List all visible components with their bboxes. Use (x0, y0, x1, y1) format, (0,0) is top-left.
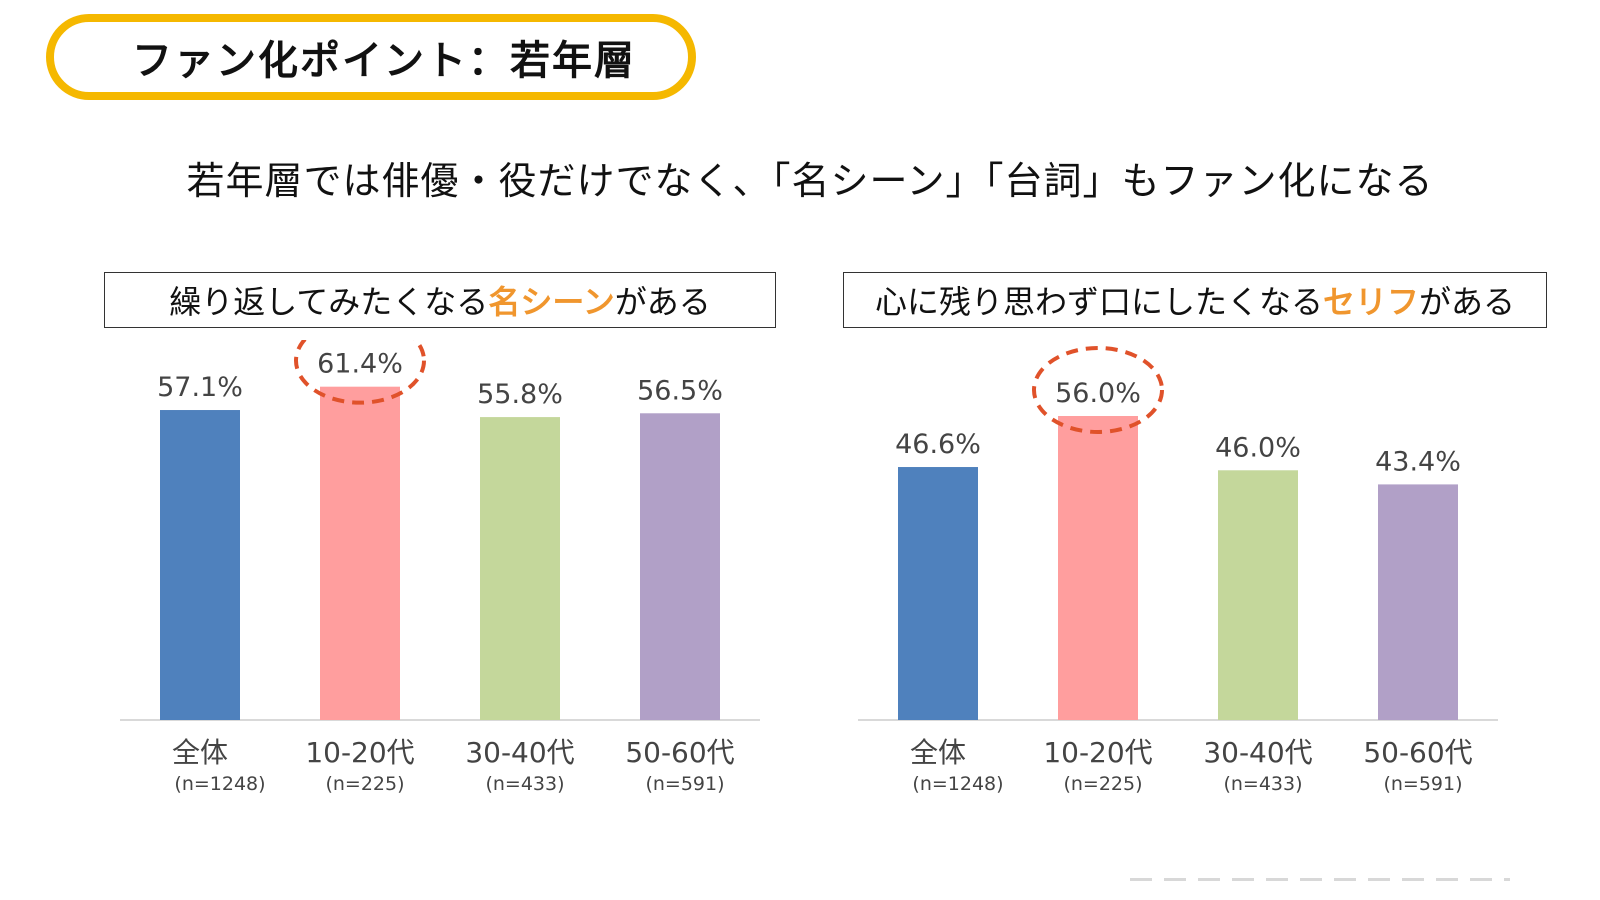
chart-right-caption-suffix: がある (1419, 283, 1516, 321)
chart-right-value-label-1: 56.0% (1055, 378, 1141, 409)
chart-right-sample-size-3: (n=591) (1383, 773, 1462, 795)
chart-left-value-label-1: 61.4% (317, 349, 403, 380)
chart-right: 46.6% 全体 (n=1248) 56.0% 10-20代 (n=225) 46.0% 30… (858, 340, 1508, 824)
chart-left-caption-highlight: 名シーン (488, 283, 615, 321)
chart-left-sample-size-3: (n=591) (645, 773, 724, 795)
chart-right-caption-highlight: セリフ (1322, 283, 1419, 321)
chart-left-sample-size-0: (n=1248) (174, 773, 265, 795)
chart-right-caption-box: 心に残り思わず口にしたくなる セリフ がある (843, 272, 1547, 328)
chart-left-sample-size-2: (n=433) (485, 773, 564, 795)
chart-right-category-label-1: 10-20代 (1043, 736, 1152, 769)
chart-right-value-label-0: 46.6% (895, 429, 981, 460)
chart-left-category-label-2: 30-40代 (465, 736, 574, 769)
footer-mark (1130, 878, 1510, 881)
chart-right-svg: 46.6% 全体 (n=1248) 56.0% 10-20代 (n=225) 46.0% 30… (858, 346, 1498, 795)
chart-right-bar-3 (1378, 484, 1458, 720)
title-pill: ファン化ポイント：若年層 (46, 14, 696, 100)
chart-right-sample-size-0: (n=1248) (912, 773, 1003, 795)
chart-right-value-label-2: 46.0% (1215, 432, 1301, 463)
chart-right-sample-size-1: (n=225) (1063, 773, 1142, 795)
chart-left-value-label-2: 55.8% (477, 379, 563, 410)
page-title: ファン化ポイント：若年層 (132, 38, 636, 84)
chart-right-caption-prefix: 心に残り思わず口にしたくなる (874, 283, 1323, 321)
chart-left-value-label-3: 56.5% (637, 375, 723, 406)
chart-right-category-label-3: 50-60代 (1363, 736, 1472, 769)
chart-right-value-label-3: 43.4% (1375, 446, 1461, 477)
chart-right-sample-size-2: (n=433) (1223, 773, 1302, 795)
chart-left-caption-prefix: 繰り返してみたくなる (169, 283, 489, 321)
chart-left-highlight-circle (294, 316, 426, 405)
chart-left-category-label-0: 全体 (172, 736, 228, 769)
chart-left-bar-1 (320, 386, 400, 720)
chart-right-category-label-2: 30-40代 (1203, 736, 1312, 769)
chart-right-bar-0 (898, 467, 978, 720)
chart-left: 57.1% 全体 (n=1248) 61.4% 10-20代 (n=225) 55.8% 30… (120, 316, 770, 824)
chart-left-bar-3 (640, 413, 720, 720)
chart-right-highlight-circle (1032, 346, 1164, 434)
chart-right-bar-1 (1058, 416, 1138, 720)
chart-right-category-label-0: 全体 (910, 736, 966, 769)
chart-left-sample-size-1: (n=225) (325, 773, 404, 795)
chart-left-caption-suffix: がある (614, 283, 711, 321)
headline: 若年層では俳優・役だけでなく、「名シーン」「台詞」もファン化になる (186, 159, 1434, 203)
chart-left-category-label-3: 50-60代 (625, 736, 734, 769)
chart-left-caption-box: 繰り返してみたくなる 名シーン がある (104, 272, 776, 328)
chart-left-bar-0 (160, 410, 240, 720)
chart-right-bar-2 (1218, 470, 1298, 720)
chart-left-category-label-1: 10-20代 (305, 736, 414, 769)
chart-left-bar-2 (480, 417, 560, 720)
chart-left-svg: 57.1% 全体 (n=1248) 61.4% 10-20代 (n=225) 55.8% 30… (120, 316, 760, 795)
chart-left-value-label-0: 57.1% (157, 372, 243, 403)
